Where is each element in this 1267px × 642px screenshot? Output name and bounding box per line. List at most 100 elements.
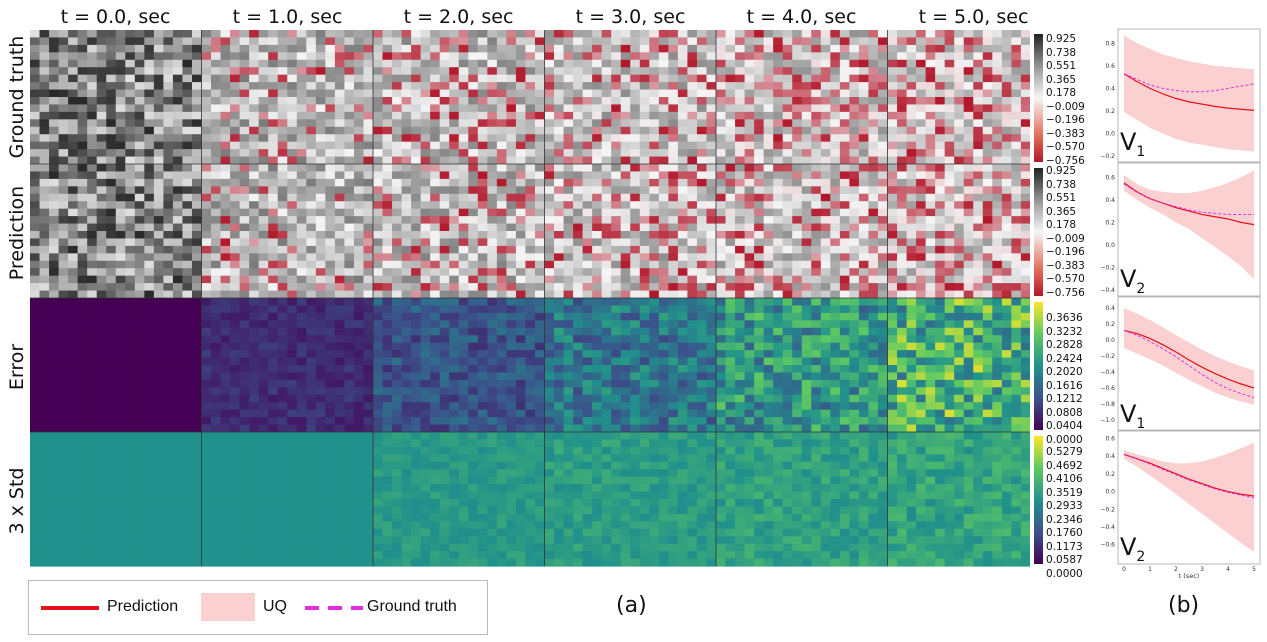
uq-panel-4: 0.6 0.4 0.2 0.0 −0.2 −0.4 −0.6 bbox=[1100, 430, 1261, 565]
colorbar-tick-label: −0.196 bbox=[1046, 114, 1085, 126]
y-tick-label: 0.0 bbox=[1105, 337, 1115, 344]
legend-prediction-swatch bbox=[41, 606, 99, 610]
y-tick-label: 0.2 bbox=[1105, 219, 1115, 226]
ground-truth-line bbox=[1123, 453, 1255, 499]
colorbar-tick-label: 0.0000 bbox=[1046, 433, 1083, 446]
uq-panel-1: 0.8 0.6 0.4 0.2 0.0 −0.2 bbox=[1100, 28, 1261, 163]
colorbar-tick-label: 0.5279 bbox=[1046, 446, 1083, 458]
colorbar-tick-label: 0.551 bbox=[1046, 60, 1077, 72]
colorbar-tick-label: 0.925 bbox=[1046, 33, 1077, 45]
colorbar-tick-label: 0.1616 bbox=[1046, 379, 1083, 392]
legend-ground-truth-swatch bbox=[305, 606, 363, 610]
colorbar-tick-label: −0.756 bbox=[1046, 154, 1085, 167]
colorbar-tick-label: 0.4106 bbox=[1046, 473, 1083, 485]
panel3-variable-label: V1 bbox=[1120, 400, 1146, 432]
colorbar-tick-label: 0.2933 bbox=[1046, 500, 1083, 512]
colorbar-tick-label: 0.365 bbox=[1046, 73, 1077, 86]
heatmap-cell-error-t2 bbox=[373, 298, 546, 433]
y-tick-label: −1.0 bbox=[1100, 417, 1115, 424]
colorbar-tick-label: 0.2424 bbox=[1046, 352, 1083, 365]
colorbar-tick-label: −0.383 bbox=[1046, 259, 1085, 272]
y-tick-label: 0.4 bbox=[1105, 453, 1115, 460]
column-title-t5: t = 5.0, sec bbox=[918, 6, 1029, 28]
uq-band bbox=[1124, 35, 1254, 152]
row-label-ground-truth: Ground truth bbox=[6, 35, 28, 159]
x-tick-label: 3 bbox=[1200, 566, 1204, 573]
colorbar-tick-label: −0.009 bbox=[1046, 100, 1085, 113]
legend: Prediction UQ Ground truth bbox=[28, 580, 488, 635]
y-tick-label: 0.6 bbox=[1105, 174, 1115, 181]
heatmap-cell-3-x-std-t3 bbox=[544, 432, 717, 567]
heatmap-cell-ground-truth-t2 bbox=[373, 30, 546, 165]
y-tick-label: 0.4 bbox=[1105, 85, 1115, 92]
heatmap-cell-3-x-std-t2 bbox=[373, 432, 546, 567]
colorbar-tick-label: 0.3519 bbox=[1046, 486, 1083, 499]
y-tick-label: −0.4 bbox=[1100, 524, 1115, 531]
heatmap-cell-prediction-t0 bbox=[30, 164, 203, 299]
column-title-t4: t = 4.0, sec bbox=[746, 6, 857, 28]
y-tick-label: 0.2 bbox=[1105, 471, 1115, 478]
heatmap-cell-error-t3 bbox=[544, 298, 717, 433]
colorbar-tick-label: 0.0587 bbox=[1046, 554, 1083, 566]
heatmap-cell-error-t1 bbox=[201, 298, 374, 433]
x-tick-label: 1 bbox=[1148, 566, 1152, 573]
heatmap-cell-prediction-t3 bbox=[544, 164, 717, 299]
uq-band bbox=[1124, 308, 1254, 405]
y-tick-label: −0.4 bbox=[1100, 287, 1115, 294]
legend-prediction-label: Prediction bbox=[107, 598, 179, 615]
column-title-t2: t = 2.0, sec bbox=[403, 6, 514, 28]
colorbar-tick-label: 0.3636 bbox=[1046, 312, 1083, 324]
colorbar-tick-label: 0.1760 bbox=[1046, 527, 1083, 539]
colorbar-field bbox=[1034, 168, 1043, 296]
y-tick-label: 0.0 bbox=[1105, 242, 1115, 249]
heatmap-cell-3-x-std-t5 bbox=[887, 432, 1030, 567]
x-axis-label: t (sec) bbox=[1179, 572, 1200, 580]
y-tick-label: 0.0 bbox=[1105, 130, 1115, 137]
panel1-variable-label: V1 bbox=[1120, 128, 1146, 160]
heatmap-cell-ground-truth-t4 bbox=[716, 30, 889, 165]
prediction-line bbox=[1123, 453, 1255, 497]
y-tick-label: 0.2 bbox=[1105, 108, 1115, 115]
y-tick-label: 0.4 bbox=[1105, 305, 1115, 312]
heatmap-cell-error-t5 bbox=[887, 298, 1030, 433]
colorbar-tick-label: 0.4692 bbox=[1046, 459, 1083, 472]
panel4-variable-label: V2 bbox=[1120, 533, 1146, 565]
prediction-line bbox=[1123, 73, 1255, 111]
y-tick-label: 0.4 bbox=[1105, 197, 1115, 204]
colorbar-tick-label: 0.2020 bbox=[1046, 366, 1083, 378]
panel-label-b: (b) bbox=[1168, 593, 1200, 618]
y-tick-label: 0.2 bbox=[1105, 321, 1115, 328]
colorbars bbox=[1034, 34, 1043, 564]
y-tick-label: 0.6 bbox=[1105, 435, 1115, 442]
x-tick-label: 0 bbox=[1122, 566, 1126, 573]
uq-panel-3: 0.4 0.2 0.0 −0.2 −0.4 −0.6 −0.8 −1.0 bbox=[1100, 296, 1261, 431]
colorbar-tick-label: −0.756 bbox=[1046, 286, 1085, 299]
column-title-t1: t = 1.0, sec bbox=[232, 6, 343, 28]
colorbar-tick-label: −0.570 bbox=[1046, 273, 1085, 285]
y-tick-label: −0.2 bbox=[1100, 506, 1115, 513]
colorbar-tick-label: 0.0000 bbox=[1046, 567, 1083, 580]
column-title-t0: t = 0.0, sec bbox=[60, 6, 171, 28]
panel2-variable-label: V2 bbox=[1120, 265, 1146, 297]
heatmap-cell-ground-truth-t0 bbox=[30, 30, 203, 165]
panel-label-a: (a) bbox=[616, 593, 647, 618]
uq-panel-2: 0.6 0.4 0.2 0.0 −0.2 −0.4 bbox=[1100, 162, 1261, 297]
uq-line-panels: 0.80.60.40.20.0−0.20.60.40.20.0−0.2−0.40… bbox=[1100, 28, 1261, 580]
y-tick-label: −0.4 bbox=[1100, 369, 1115, 376]
y-tick-label: −0.8 bbox=[1100, 401, 1115, 408]
x-tick-label: 4 bbox=[1226, 566, 1230, 573]
heatmap-grid bbox=[30, 30, 1030, 567]
heatmap-cell-3-x-std-t0 bbox=[30, 432, 203, 567]
heatmap-cell-ground-truth-t3 bbox=[544, 30, 717, 165]
y-tick-label: 0.8 bbox=[1105, 40, 1115, 47]
y-tick-label: −0.6 bbox=[1100, 542, 1115, 549]
uq-band bbox=[1124, 442, 1254, 552]
colorbar-error bbox=[1034, 302, 1043, 430]
colorbar-tick-label: 0.925 bbox=[1046, 165, 1077, 177]
colorbar-tick-label: 0.3232 bbox=[1046, 325, 1083, 338]
colorbar-tick-label: 0.178 bbox=[1046, 87, 1077, 99]
heatmap-cell-prediction-t1 bbox=[201, 164, 374, 299]
heatmap-cell-prediction-t5 bbox=[887, 164, 1030, 299]
colorbar-tick-label: −0.383 bbox=[1046, 127, 1085, 140]
colorbar-tick-label: −0.009 bbox=[1046, 232, 1085, 245]
